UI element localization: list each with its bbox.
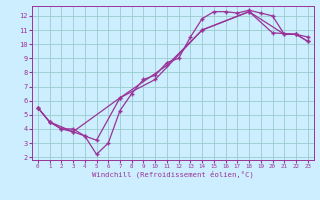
X-axis label: Windchill (Refroidissement éolien,°C): Windchill (Refroidissement éolien,°C): [92, 171, 254, 178]
